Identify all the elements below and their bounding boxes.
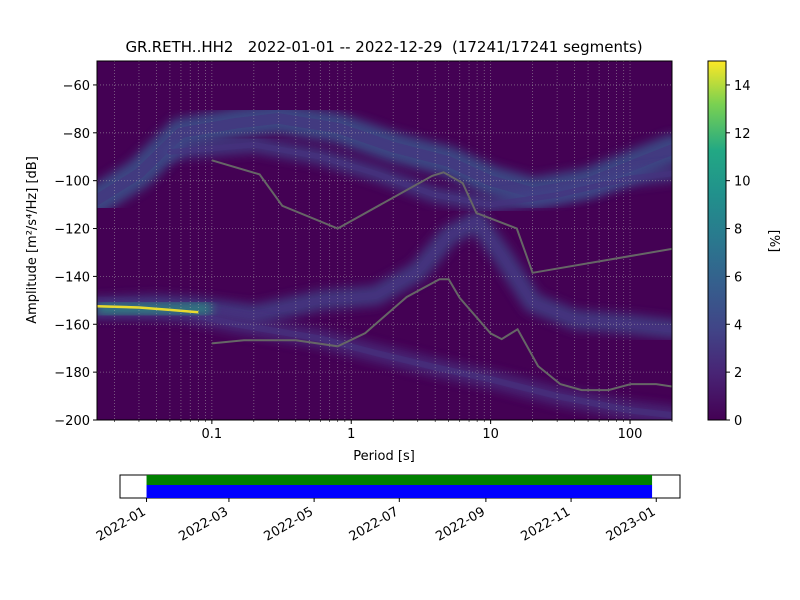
colorbar-tick-label: 8 [734, 223, 742, 238]
y-axis: −200 −180 −160 −140 −120 −100 −80 −60 [54, 79, 97, 429]
y-tick-label: −80 [63, 127, 90, 142]
colorbar-tick-label: 2 [734, 366, 742, 381]
colorbar-tick-label: 6 [734, 270, 742, 285]
plot-background [97, 61, 672, 420]
x-tick-label: 0.1 [202, 427, 223, 442]
timeline-tick-label: 2023-01 [604, 504, 659, 544]
colorbar-tick-label: 0 [734, 414, 742, 429]
timeline-tick-label: 2022-11 [519, 504, 574, 544]
x-tick-label: 100 [618, 427, 643, 442]
density-band [161, 136, 672, 213]
y-tick-label: −180 [54, 366, 90, 381]
noise-model-line [211, 278, 672, 392]
colorbar-ticks: 0 2 4 6 8 10 12 14 [726, 79, 751, 429]
colorbar-tick-label: 10 [734, 175, 751, 190]
y-tick-label: −100 [54, 175, 90, 190]
x-tick-label: 1 [347, 427, 355, 442]
noise-model-line [211, 159, 672, 274]
y-tick-label: −60 [63, 79, 90, 94]
timeline-tick-label: 2022-03 [176, 504, 231, 544]
x-axis: 0.1 1 10 100 [114, 420, 673, 442]
timeline-tick-label: 2022-05 [262, 504, 317, 544]
chart-title: GR.RETH..HH2 2022-01-01 -- 2022-12-29 (1… [125, 38, 642, 56]
y-tick-label: −160 [54, 318, 90, 333]
colorbar-tick-label: 4 [734, 318, 742, 333]
x-axis-label: Period [s] [353, 449, 415, 464]
y-axis-label: Amplitude [m²/s⁴/Hz] [dB] [25, 156, 40, 324]
timeline-tick-label: 2022-09 [433, 504, 488, 544]
colorbar-label: [%] [766, 230, 781, 253]
x-tick-label: 10 [482, 427, 499, 442]
colorbar: 0 2 4 6 8 10 12 14 [%] [707, 60, 781, 429]
y-tick-label: −120 [54, 223, 90, 238]
plot-frame [96, 60, 673, 421]
colorbar-tick-label: 14 [734, 79, 751, 94]
density-bands [97, 103, 672, 420]
y-tick-label: −200 [54, 414, 90, 429]
y-tick-label: −140 [54, 270, 90, 285]
coverage-bar [146, 475, 653, 485]
coverage-bar [146, 485, 653, 498]
data-coverage-timeline: 2022-01 2022-03 2022-05 2022-07 2022-09 2022-… [94, 474, 681, 545]
colorbar-gradient [707, 60, 727, 421]
heatmap-panel: 0.1 1 10 100 −200 −180 −160 −140 −120 −100 −80 −60… [25, 60, 673, 464]
timeline-bars [146, 475, 653, 498]
timeline-tick-label: 2022-01 [94, 504, 149, 544]
timeline-axis: 2022-01 2022-03 2022-05 2022-07 2022-09 2022-… [94, 498, 658, 545]
peak-density [97, 303, 212, 315]
timeline-tick-label: 2022-07 [347, 504, 402, 544]
colorbar-tick-label: 12 [734, 127, 751, 142]
density-band [97, 298, 672, 420]
noise-model-curves [211, 159, 672, 392]
